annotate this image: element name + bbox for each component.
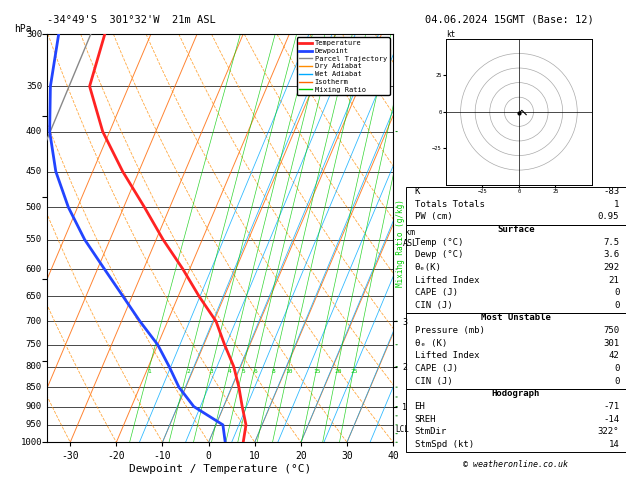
Legend: Temperature, Dewpoint, Parcel Trajectory, Dry Adiabat, Wet Adiabat, Isotherm, Mi: Temperature, Dewpoint, Parcel Trajectory…: [296, 37, 389, 95]
Text: 800: 800: [26, 362, 42, 371]
Text: Lifted Index: Lifted Index: [415, 351, 479, 361]
Text: -71: -71: [603, 402, 619, 411]
Text: Surface: Surface: [497, 225, 535, 234]
Bar: [406, 389, 626, 452]
Text: 750: 750: [26, 340, 42, 349]
Text: Dewp (°C): Dewp (°C): [415, 250, 463, 260]
Text: 450: 450: [26, 167, 42, 176]
Text: 25: 25: [350, 369, 358, 374]
Text: 4: 4: [228, 369, 231, 374]
Text: CAPE (J): CAPE (J): [415, 288, 457, 297]
Bar: [406, 187, 626, 225]
Text: 850: 850: [26, 382, 42, 392]
Text: Totals Totals: Totals Totals: [415, 200, 484, 209]
Text: 1: 1: [148, 369, 152, 374]
Text: 350: 350: [26, 82, 42, 91]
Text: 14: 14: [608, 440, 619, 449]
Text: -14: -14: [603, 415, 619, 424]
Text: hPa: hPa: [14, 24, 32, 34]
Text: 292: 292: [603, 263, 619, 272]
Text: 2: 2: [186, 369, 190, 374]
Text: 0: 0: [614, 288, 619, 297]
Text: 1: 1: [614, 200, 619, 209]
Text: CAPE (J): CAPE (J): [415, 364, 457, 373]
Bar: [406, 313, 626, 389]
Text: 650: 650: [26, 292, 42, 301]
Text: 1000: 1000: [21, 438, 42, 447]
Text: θₑ (K): θₑ (K): [415, 339, 447, 348]
Text: CIN (J): CIN (J): [415, 377, 452, 386]
Text: 301: 301: [603, 339, 619, 348]
Text: 0: 0: [614, 301, 619, 310]
Text: Lifted Index: Lifted Index: [415, 276, 479, 285]
Text: 0.95: 0.95: [598, 212, 619, 222]
Text: 42: 42: [608, 351, 619, 361]
Text: 750: 750: [603, 326, 619, 335]
Text: 20: 20: [334, 369, 342, 374]
Text: 7.5: 7.5: [603, 238, 619, 247]
Text: 5: 5: [242, 369, 245, 374]
Text: 322°: 322°: [598, 427, 619, 436]
Text: 400: 400: [26, 127, 42, 136]
Text: -34°49'S  301°32'W  21m ASL: -34°49'S 301°32'W 21m ASL: [47, 15, 216, 25]
Text: 04.06.2024 15GMT (Base: 12): 04.06.2024 15GMT (Base: 12): [425, 15, 593, 25]
Text: K: K: [415, 187, 420, 196]
Text: 550: 550: [26, 235, 42, 244]
X-axis label: Dewpoint / Temperature (°C): Dewpoint / Temperature (°C): [129, 464, 311, 474]
Text: -83: -83: [603, 187, 619, 196]
Text: SREH: SREH: [415, 415, 436, 424]
Text: 10: 10: [285, 369, 292, 374]
Text: 300: 300: [26, 30, 42, 38]
Text: 950: 950: [26, 420, 42, 429]
Text: Temp (°C): Temp (°C): [415, 238, 463, 247]
Text: θₑ(K): θₑ(K): [415, 263, 442, 272]
Text: 3: 3: [210, 369, 214, 374]
Text: 8: 8: [272, 369, 276, 374]
Text: 700: 700: [26, 317, 42, 326]
Text: EH: EH: [415, 402, 425, 411]
Text: 15: 15: [313, 369, 321, 374]
Y-axis label: km
ASL: km ASL: [403, 228, 418, 248]
Text: StmDir: StmDir: [415, 427, 447, 436]
Text: 500: 500: [26, 203, 42, 212]
Text: 600: 600: [26, 264, 42, 274]
Text: StmSpd (kt): StmSpd (kt): [415, 440, 474, 449]
Text: 900: 900: [26, 402, 42, 411]
Text: Mixing Ratio (g/kg): Mixing Ratio (g/kg): [396, 199, 405, 287]
Text: Most Unstable: Most Unstable: [481, 313, 551, 323]
Text: 0: 0: [614, 364, 619, 373]
Text: Hodograph: Hodograph: [492, 389, 540, 399]
Text: kt: kt: [446, 30, 455, 39]
Text: 0: 0: [614, 377, 619, 386]
Text: LCL: LCL: [395, 425, 409, 434]
Text: PW (cm): PW (cm): [415, 212, 452, 222]
Bar: [406, 225, 626, 313]
Text: CIN (J): CIN (J): [415, 301, 452, 310]
Text: 3.6: 3.6: [603, 250, 619, 260]
Text: © weatheronline.co.uk: © weatheronline.co.uk: [464, 460, 568, 469]
Text: Pressure (mb): Pressure (mb): [415, 326, 484, 335]
Text: 21: 21: [608, 276, 619, 285]
Text: 6: 6: [253, 369, 257, 374]
